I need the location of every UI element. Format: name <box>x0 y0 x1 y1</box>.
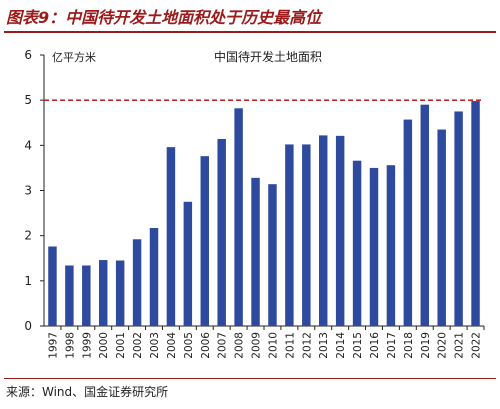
bar-1998 <box>65 265 74 326</box>
source-rule <box>4 378 496 379</box>
bar-2014 <box>335 135 345 326</box>
bar-2016 <box>369 167 379 326</box>
x-tick-label: 2014 <box>335 332 347 359</box>
bar-2006 <box>200 156 209 326</box>
x-tick-label: 2007 <box>217 332 229 359</box>
x-tick-label: 2002 <box>132 332 144 359</box>
bar-2005 <box>183 201 193 326</box>
x-tick-label: 2004 <box>166 332 178 359</box>
bar-2013 <box>319 135 328 326</box>
y-tick-label: 0 <box>24 319 32 333</box>
bar-2017 <box>386 165 396 326</box>
y-tick-label: 3 <box>24 184 32 198</box>
bar-1999 <box>82 265 91 326</box>
y-tick-label: 6 <box>24 48 32 62</box>
source-note: 来源：Wind、国金证券研究所 <box>6 385 169 399</box>
bar-2010 <box>268 184 277 326</box>
x-tick-label: 1999 <box>81 332 93 359</box>
x-tick-label: 2016 <box>369 332 381 359</box>
bar-2002 <box>132 239 142 326</box>
x-tick-label: 2012 <box>301 332 313 359</box>
title-rule <box>4 31 496 33</box>
bar-2007 <box>217 139 226 326</box>
x-tick-label: 2021 <box>454 332 466 359</box>
bar-2019 <box>420 104 429 326</box>
x-tick-label: 2011 <box>284 332 296 359</box>
figure-title: 图表9：中国待开发土地面积处于历史最高位 <box>6 8 322 27</box>
y-axis-unit-label: 亿平方米 <box>52 50 96 64</box>
x-tick-label: 2013 <box>318 332 330 359</box>
x-tick-label: 2008 <box>234 332 246 359</box>
x-tick-label: 2017 <box>386 332 398 359</box>
x-tick-label: 1998 <box>64 332 76 359</box>
bar-2000 <box>99 260 108 326</box>
x-tick-label: 2015 <box>352 332 364 359</box>
bar-2004 <box>166 147 176 326</box>
bar-2001 <box>115 260 125 326</box>
bar-2009 <box>251 177 260 326</box>
x-tick-label: 2005 <box>183 332 195 359</box>
bar-2015 <box>352 160 362 326</box>
bar-2011 <box>285 144 294 326</box>
x-tick-label: 2009 <box>251 332 263 359</box>
y-tick-label: 1 <box>24 274 32 288</box>
y-tick-label: 4 <box>24 138 32 152</box>
bar-2020 <box>437 129 446 326</box>
x-tick-label: 2003 <box>149 332 161 359</box>
y-tick-label: 2 <box>24 229 32 243</box>
bar-chart: 0 1 2 3 4 5 6 1997 1998 1999 2000 2001 2002 2003 2004 2… <box>24 48 485 359</box>
x-tick-label: 2010 <box>267 332 279 359</box>
bar-2008 <box>234 108 243 327</box>
x-tick-label: 1997 <box>47 332 59 359</box>
bar-2022 <box>471 101 480 326</box>
y-tick-label: 5 <box>24 93 32 107</box>
bar-2021 <box>454 111 463 326</box>
x-tick-label: 2018 <box>403 332 415 359</box>
plot-area: 0 1 2 3 4 5 6 1997 1998 1999 2000 2001 2002 2003 2004 2… <box>24 48 485 359</box>
x-tick-label: 2019 <box>420 332 432 359</box>
bar-1997 <box>48 246 57 326</box>
x-tick-label: 2000 <box>98 332 110 359</box>
x-tick-label: 2006 <box>200 332 212 359</box>
bar-2018 <box>403 119 413 326</box>
chart-title: 中国待开发土地面积 <box>214 49 322 64</box>
x-tick-label: 2020 <box>437 332 449 359</box>
bar-2012 <box>302 144 311 326</box>
x-tick-label: 2022 <box>471 332 483 359</box>
bar-2003 <box>149 227 159 326</box>
x-tick-label: 2001 <box>115 332 127 359</box>
